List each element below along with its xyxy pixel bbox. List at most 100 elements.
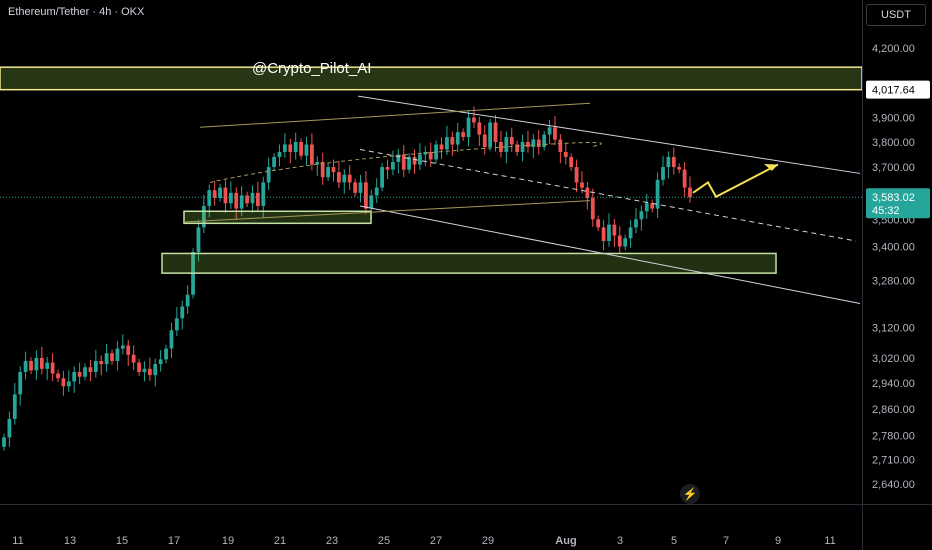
candle-body — [212, 190, 217, 199]
candle-body — [153, 364, 158, 376]
price-axis[interactable]: 4,200.003,900.003,800.003,700.003,500.00… — [862, 0, 931, 550]
price-tick-label: 2,860.00 — [872, 404, 915, 416]
candle-body — [385, 167, 390, 170]
candle-body — [472, 117, 476, 123]
candle-body — [66, 381, 71, 387]
candle-body — [34, 357, 39, 371]
candle-body — [228, 192, 233, 204]
channel-mid-line — [359, 148, 857, 242]
candle-body — [115, 348, 120, 361]
candle-body — [158, 359, 163, 365]
candle-body — [450, 137, 455, 145]
candle-body — [520, 142, 525, 152]
candle-body — [45, 362, 50, 369]
price-tick-label: 3,700.00 — [872, 162, 915, 174]
candle-body — [207, 190, 212, 206]
candle-body — [61, 378, 66, 387]
time-tick-label: 19 — [222, 535, 234, 547]
candle-body — [142, 368, 147, 372]
candle-body — [293, 142, 298, 152]
candle-body — [239, 195, 244, 209]
candle-body — [428, 151, 433, 160]
price-tick-label: 3,800.00 — [872, 137, 915, 149]
pattern-mid-line — [209, 141, 602, 183]
time-axis[interactable]: 11 13 15 17 19 21 23 25 27 29 Aug 3 5 7 9 11 — [0, 504, 932, 548]
candle-body — [196, 227, 201, 253]
candle-body — [218, 187, 222, 199]
candle-body — [180, 306, 185, 319]
candle-body — [88, 367, 93, 372]
resistance-price-label: 4,017.64 — [872, 85, 915, 97]
candle-body — [255, 192, 260, 206]
candle-body — [596, 219, 601, 228]
projection-arrowhead — [764, 164, 778, 171]
time-tick-label: 15 — [116, 535, 128, 547]
candle-body — [407, 156, 412, 170]
candle-body — [644, 203, 649, 212]
time-tick-label: 23 — [326, 535, 338, 547]
price-tick-label: 2,640.00 — [872, 479, 915, 491]
candle-body — [29, 360, 33, 371]
candle-body — [277, 151, 282, 157]
candle-body — [126, 345, 131, 355]
candle-body — [477, 122, 482, 135]
candle-body — [93, 360, 98, 372]
candle-body — [223, 187, 228, 204]
candle-body — [688, 187, 692, 198]
candle-body — [509, 137, 514, 145]
candle-body — [412, 156, 417, 165]
candle-body — [174, 318, 179, 331]
candle-body — [104, 353, 109, 365]
resistance-zone — [0, 66, 863, 91]
candle-body — [358, 182, 363, 193]
time-tick-label: 21 — [274, 535, 286, 547]
candle-body — [434, 144, 439, 160]
candle-body — [488, 122, 493, 147]
candle-body — [39, 357, 44, 369]
channel-upper-line — [357, 95, 861, 174]
candle-body — [315, 161, 320, 165]
lightning-icon[interactable]: ⚡ — [680, 484, 700, 504]
candle-body — [563, 151, 568, 157]
candle-body — [515, 144, 520, 152]
price-tick-label: 3,120.00 — [872, 322, 915, 334]
candle-body — [18, 371, 23, 395]
price-tick-label: 2,710.00 — [872, 455, 915, 467]
candle-body — [574, 167, 579, 183]
candle-body — [580, 182, 584, 188]
candle-body — [628, 227, 633, 239]
drawing-overlay — [0, 66, 863, 304]
candle-body — [396, 154, 401, 162]
price-tick-label: 2,940.00 — [872, 378, 915, 390]
time-tick-label: 17 — [168, 535, 180, 547]
candle-body — [147, 368, 152, 376]
candle-body — [250, 192, 255, 204]
currency-badge[interactable]: USDT — [866, 4, 926, 26]
time-tick-label: 5 — [671, 535, 677, 547]
symbol-header[interactable]: Ethereum/Tether · 4h · OKX — [8, 6, 145, 18]
candle-body — [309, 144, 314, 165]
candle-body — [50, 362, 55, 374]
price-tick-label: 4,200.00 — [872, 43, 915, 55]
candle-body — [326, 167, 330, 178]
last-price-label: 3,583.02 — [872, 192, 915, 204]
candle-body — [482, 134, 487, 147]
candle-body — [650, 203, 655, 209]
candle-body — [120, 345, 125, 349]
candle-body — [374, 187, 379, 196]
candle-body — [245, 195, 249, 204]
pattern-top-line — [199, 102, 591, 128]
candle-body — [666, 156, 671, 168]
candle-body — [169, 330, 174, 349]
candle-body — [455, 132, 460, 145]
candle-body — [288, 144, 293, 152]
candle-body — [164, 348, 168, 360]
candle-body — [401, 154, 406, 170]
candle-body — [320, 161, 325, 178]
time-tick-label: Aug — [555, 535, 576, 547]
candle-body — [558, 139, 563, 152]
candle-body — [547, 127, 552, 135]
candle-body — [2, 437, 6, 447]
candle-body — [639, 211, 644, 220]
